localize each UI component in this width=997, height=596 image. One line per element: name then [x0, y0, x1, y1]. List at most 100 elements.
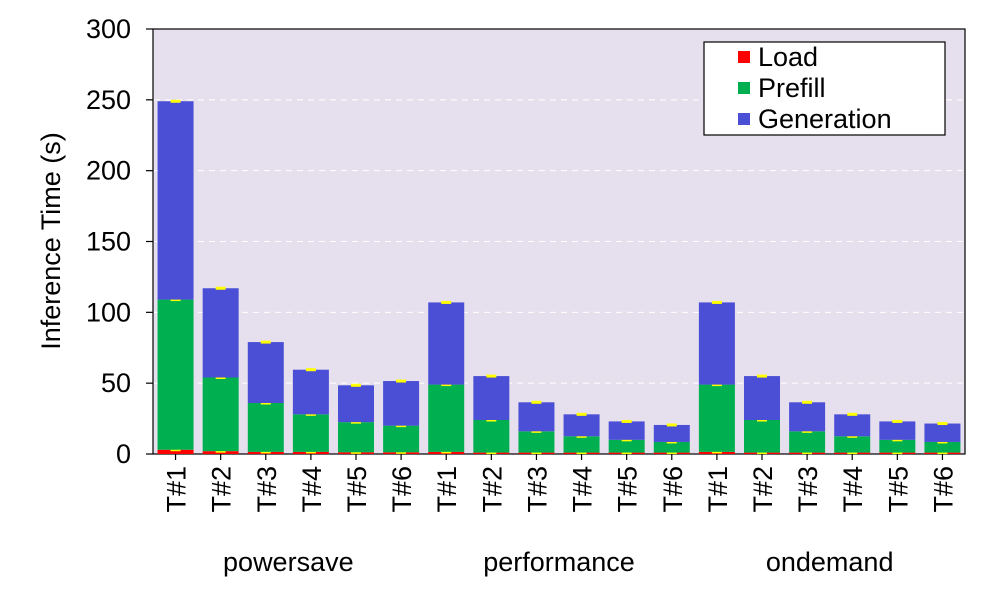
bar-segment-generation	[608, 421, 645, 440]
legend-swatch-load	[738, 51, 750, 63]
bar-segment-generation	[473, 376, 510, 420]
x-tick-label: T#3	[252, 466, 282, 513]
legend-label: Generation	[758, 104, 892, 134]
x-tick-label: T#3	[522, 466, 552, 513]
x-tick-label: T#5	[613, 466, 643, 513]
error-marker	[802, 429, 813, 433]
legend-swatch-prefill	[738, 82, 750, 94]
bar-segment-generation	[202, 288, 239, 378]
y-tick-label: 300	[86, 14, 131, 44]
bar-segment-prefill	[247, 403, 284, 452]
x-tick-label: T#4	[568, 466, 598, 513]
error-marker	[621, 438, 632, 442]
bar-segment-prefill	[563, 436, 600, 453]
bar-segment-generation	[879, 421, 916, 440]
error-marker	[531, 400, 542, 404]
bar-segment-generation	[383, 381, 420, 426]
x-tick-label: T#2	[748, 466, 778, 513]
x-tick-label: T#6	[658, 466, 688, 513]
error-marker	[396, 379, 407, 383]
bar-segment-generation	[653, 424, 690, 442]
group-label: performance	[483, 547, 635, 577]
y-axis-ticks: 0 50 100 150 200 250 300	[86, 14, 153, 469]
x-axis-ticks: T#1 T#2 T#3 T#4 T#5 T#6 T#1 T#2 T#3 T#4 T#5 T#6 T#1 T…	[162, 454, 958, 513]
bar-segment-prefill	[338, 422, 374, 453]
error-marker	[351, 383, 361, 387]
error-marker	[305, 368, 316, 372]
error-marker	[170, 99, 181, 103]
bar-segment-prefill	[292, 414, 329, 452]
error-marker	[892, 438, 903, 442]
error-marker	[937, 422, 948, 426]
x-tick-label: T#3	[793, 466, 823, 513]
grid-lines	[154, 99, 964, 384]
error-marker	[937, 440, 948, 444]
error-marker	[531, 429, 542, 433]
error-marker	[576, 451, 587, 455]
x-tick-label: T#5	[342, 466, 372, 513]
bar-segment-load	[157, 449, 194, 454]
x-tick-label: T#1	[162, 466, 192, 513]
bar-segment-generation	[698, 302, 735, 385]
x-tick-label: T#5	[883, 466, 913, 513]
bar-segment-prefill	[608, 439, 645, 453]
error-marker	[711, 383, 722, 387]
x-tick-label: T#2	[207, 466, 237, 513]
group-label: ondemand	[766, 547, 894, 577]
error-marker	[441, 300, 452, 304]
bar-segment-generation	[247, 342, 284, 403]
error-marker	[802, 400, 813, 404]
bar-segment-prefill	[834, 436, 871, 453]
bar-segment-generation	[924, 423, 961, 442]
x-tick-label: T#2	[477, 466, 507, 513]
x-tick-label: T#4	[838, 466, 868, 513]
error-marker	[486, 374, 497, 378]
error-marker	[170, 298, 181, 302]
x-tick-label: T#1	[703, 466, 733, 513]
legend-label: Load	[758, 42, 818, 72]
x-tick-label: T#4	[297, 466, 327, 513]
bars	[157, 99, 961, 455]
bar-segment-generation	[428, 302, 465, 385]
error-marker	[260, 340, 271, 344]
bar-segment-generation	[563, 414, 600, 437]
bar-segment-prefill	[924, 441, 961, 453]
error-marker	[847, 412, 858, 416]
error-marker	[757, 374, 767, 378]
error-marker	[892, 419, 903, 423]
y-tick-label: 250	[86, 85, 131, 115]
error-marker	[666, 423, 677, 427]
bar-segment-prefill	[698, 384, 735, 452]
y-tick-label: 0	[116, 439, 131, 469]
bar-segment-prefill	[383, 425, 420, 453]
bar-segment-prefill	[202, 377, 239, 452]
bar-segment-prefill	[744, 420, 780, 453]
y-tick-label: 150	[86, 227, 131, 257]
bar-segment-prefill	[879, 439, 916, 453]
error-marker	[215, 286, 226, 290]
bar-segment-prefill	[428, 384, 465, 452]
bar-segment-generation	[744, 376, 780, 420]
bar-segment-generation	[338, 385, 374, 423]
bar-segment-generation	[157, 101, 194, 300]
error-marker	[441, 383, 452, 387]
bar-segment-generation	[518, 402, 555, 432]
error-marker	[576, 412, 587, 416]
legend-label: Prefill	[758, 73, 826, 103]
bar-segment-generation	[789, 402, 826, 432]
bar-segment-prefill	[473, 420, 510, 453]
bar-segment-generation	[834, 414, 871, 437]
error-marker	[621, 419, 632, 423]
legend-swatch-generation	[738, 113, 750, 125]
bar-segment-prefill	[157, 299, 194, 450]
error-marker	[711, 300, 722, 304]
group-labels: powersave performance ondemand	[223, 547, 893, 577]
x-tick-label: T#6	[387, 466, 417, 513]
bar-segment-prefill	[789, 431, 826, 453]
error-marker	[847, 451, 858, 455]
y-tick-label: 100	[86, 297, 131, 327]
x-tick-label: T#6	[928, 466, 958, 513]
y-axis-label: Inference Time (s)	[36, 132, 66, 350]
